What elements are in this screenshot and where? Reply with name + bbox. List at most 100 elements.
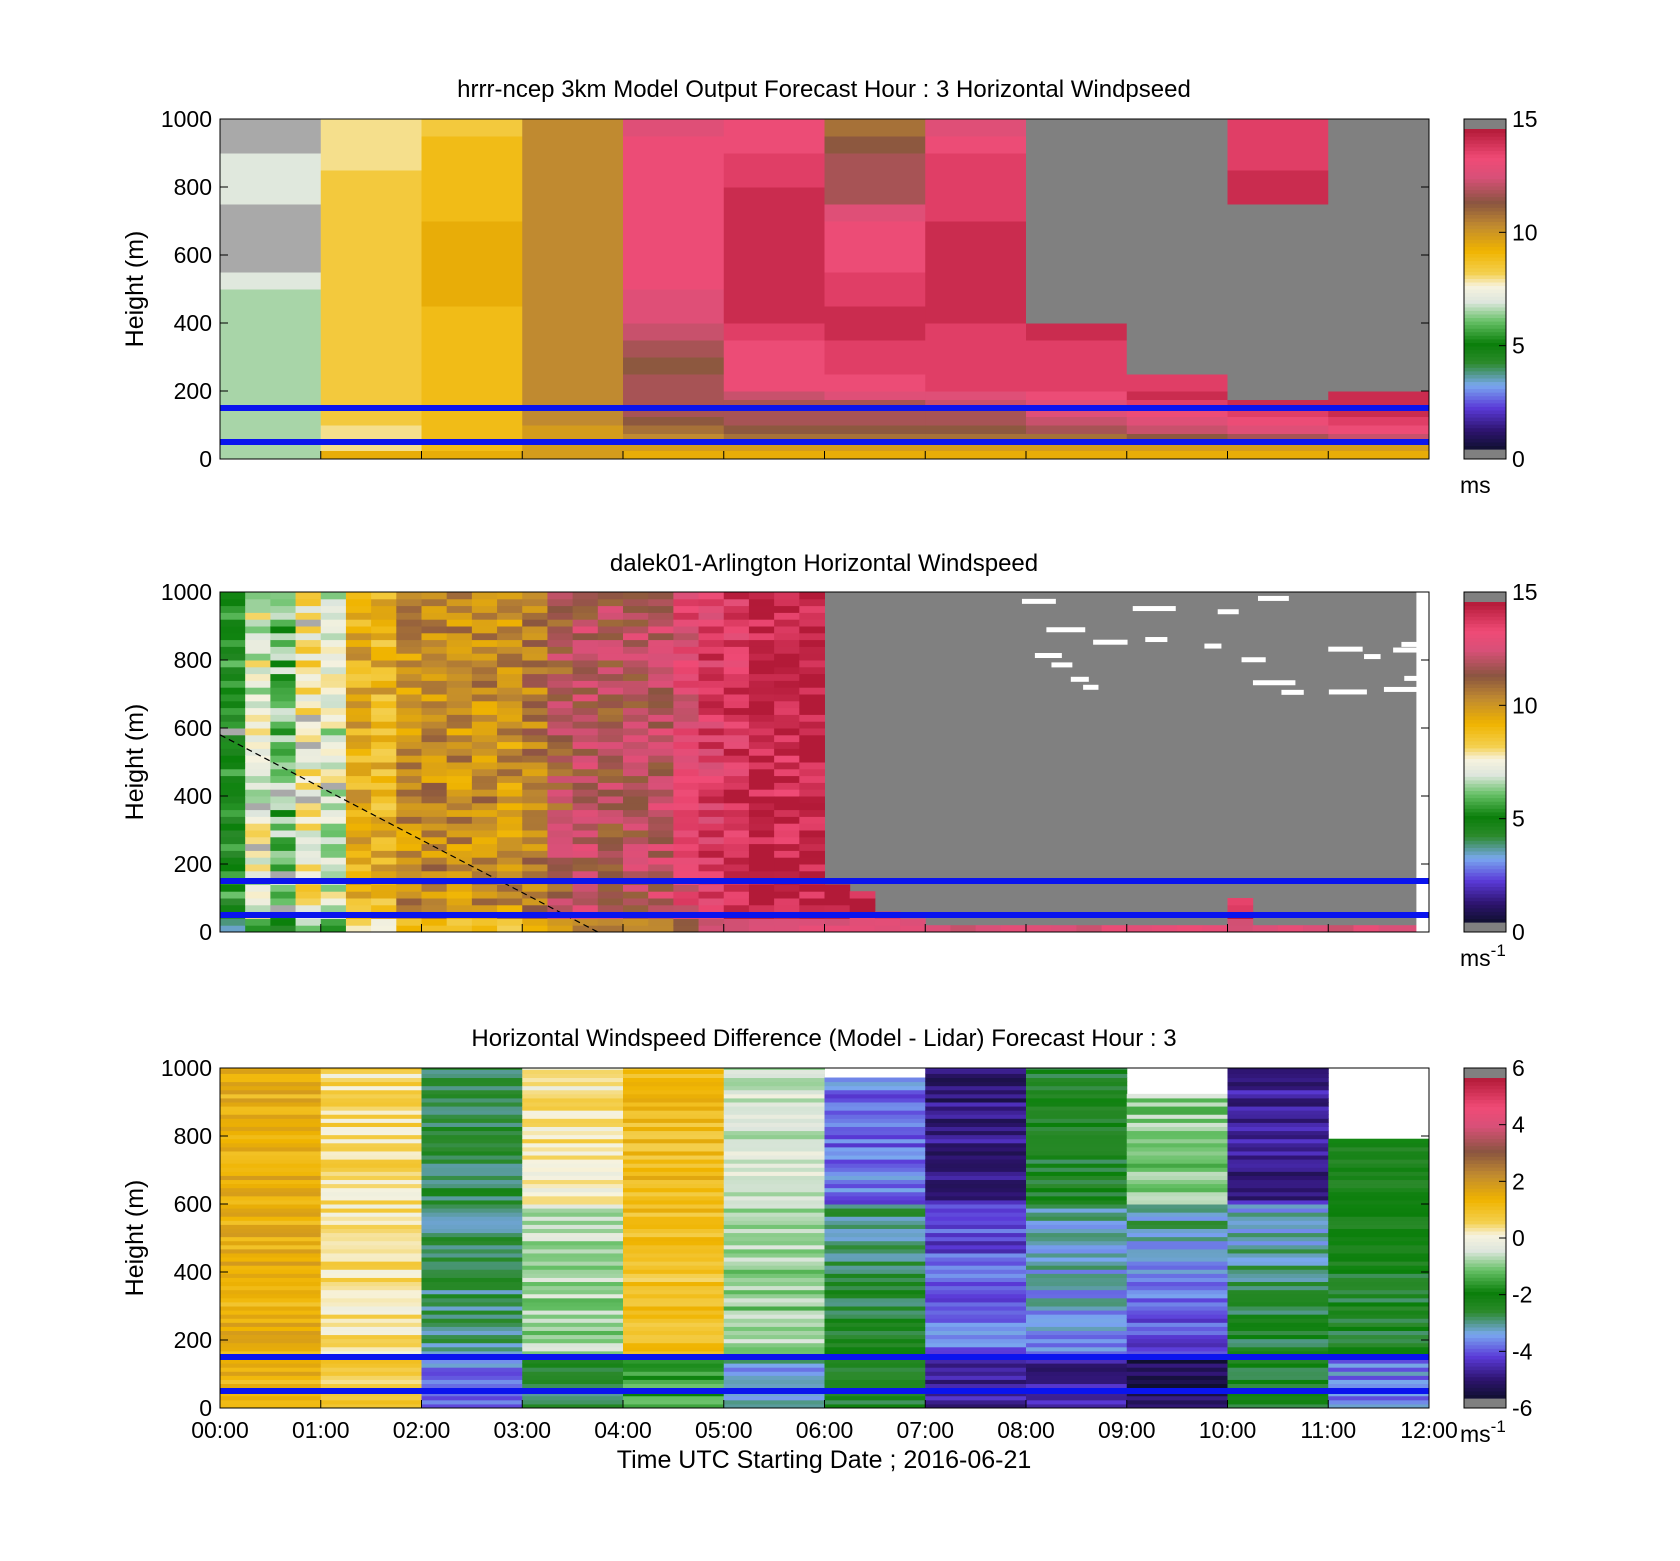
heatmap-cell [723, 728, 750, 736]
heatmap-cell [925, 1220, 1027, 1225]
heatmap-cell [723, 1403, 825, 1408]
heatmap-cell [1227, 1142, 1329, 1148]
heatmap-cell [1126, 1204, 1228, 1209]
heatmap-cell [446, 904, 473, 913]
heatmap-cell [1227, 425, 1329, 434]
heatmap-cell [371, 660, 397, 668]
heatmap-cell [220, 823, 246, 831]
colorbar-cap-bottom [1464, 449, 1506, 459]
heatmap-cell [1328, 1163, 1429, 1168]
heatmap-cell [597, 598, 624, 607]
heatmap-cell [320, 1195, 422, 1201]
heatmap-cell [421, 442, 523, 451]
heatmap-cell [270, 707, 297, 715]
heatmap-cell [824, 1195, 926, 1201]
colorbar-swatch [1464, 260, 1506, 265]
heatmap-cell [220, 850, 246, 858]
heatmap-cell [270, 687, 297, 695]
heatmap-cell [723, 272, 825, 290]
heatmap-cell [245, 721, 271, 729]
heatmap-cell [1227, 1077, 1329, 1083]
heatmap-cell [623, 1306, 725, 1311]
heatmap-cell [320, 136, 422, 154]
heatmap-cell [270, 904, 297, 913]
heatmap-cell [220, 391, 322, 400]
heatmap-cell [723, 687, 750, 695]
heatmap-cell [522, 1122, 624, 1127]
heatmap-cell [320, 680, 347, 688]
colorbar-swatch [1464, 1120, 1506, 1125]
heatmap-cell [371, 850, 397, 858]
heatmap-cell [1328, 1179, 1429, 1185]
heatmap-cell [748, 823, 775, 831]
heatmap-cell [421, 1187, 523, 1193]
heatmap-cell [220, 1350, 322, 1356]
heatmap-cell [547, 741, 574, 749]
heatmap-cell [245, 789, 271, 797]
heatmap-cell [1227, 1097, 1329, 1103]
heatmap-cell [723, 1114, 825, 1119]
heatmap-cell [723, 904, 750, 913]
heatmap-cell [748, 762, 775, 770]
heatmap-cell [1328, 1175, 1429, 1181]
heatmap-cell [522, 1310, 624, 1315]
heatmap-cell [1051, 925, 1077, 932]
heatmap-cell [1328, 1367, 1429, 1372]
heatmap-cell [421, 1110, 523, 1115]
heatmap-cell [698, 680, 725, 688]
heatmap-cell [320, 1252, 422, 1258]
heatmap-cell [522, 1159, 624, 1164]
heatmap-cell [698, 762, 725, 770]
heatmap-cell [220, 1301, 322, 1307]
colorbar-tick-label: -2 [1512, 1282, 1532, 1308]
y-axis-label-lidar: Height (m) [121, 704, 149, 821]
heatmap-cell [723, 1208, 825, 1213]
heatmap-cell [320, 340, 422, 358]
colorbar-swatch [1464, 1113, 1506, 1118]
colorbar-swatch [1464, 605, 1506, 610]
heatmap-cell [673, 796, 700, 804]
heatmap-cell [925, 1244, 1027, 1250]
heatmap-cell [623, 1248, 725, 1254]
heatmap-cell [723, 619, 750, 627]
heatmap-cell [522, 653, 548, 661]
heatmap-cell [1328, 1187, 1429, 1193]
heatmap-cell [1227, 1334, 1329, 1340]
heatmap-cell [572, 700, 599, 709]
heatmap-cell [723, 1069, 825, 1074]
heatmap-cell [1026, 1155, 1128, 1160]
heatmap-cell [1126, 255, 1228, 273]
heatmap-cell [220, 1375, 322, 1380]
heatmap-cell [1126, 1097, 1228, 1103]
heatmap-cell [371, 741, 397, 749]
colorbar-swatch [1464, 1259, 1506, 1264]
heatmap-cell [345, 809, 372, 817]
heatmap-cell [220, 153, 322, 171]
heatmap-cell [673, 768, 700, 777]
heatmap-cell [421, 836, 448, 845]
heatmap-cell [421, 1306, 523, 1311]
heatmap-cell [522, 592, 548, 600]
heatmap-cell [698, 619, 725, 627]
heatmap-cell [1126, 1342, 1228, 1348]
heatmap-cell [824, 187, 926, 205]
heatmap-cell [623, 660, 649, 668]
heatmap-cell [446, 646, 473, 654]
heatmap-cell [345, 673, 372, 681]
heatmap-cell [1126, 136, 1228, 154]
heatmap-cell [497, 632, 523, 641]
heatmap-cell [220, 340, 322, 358]
heatmap-cell [1328, 1257, 1429, 1262]
heatmap-cell [1328, 1334, 1429, 1340]
heatmap-cell [723, 660, 750, 668]
heatmap-cell [522, 399, 624, 409]
heatmap-cell [220, 721, 246, 729]
heatmap-cell [220, 1142, 322, 1148]
heatmap-cell [522, 1338, 624, 1344]
heatmap-cell [421, 1301, 523, 1307]
heatmap-cell [824, 1363, 926, 1368]
heatmap-cell [597, 830, 624, 838]
heatmap-cell [874, 918, 901, 926]
heatmap-cell [623, 1334, 725, 1340]
heatmap-cell [925, 416, 1027, 426]
